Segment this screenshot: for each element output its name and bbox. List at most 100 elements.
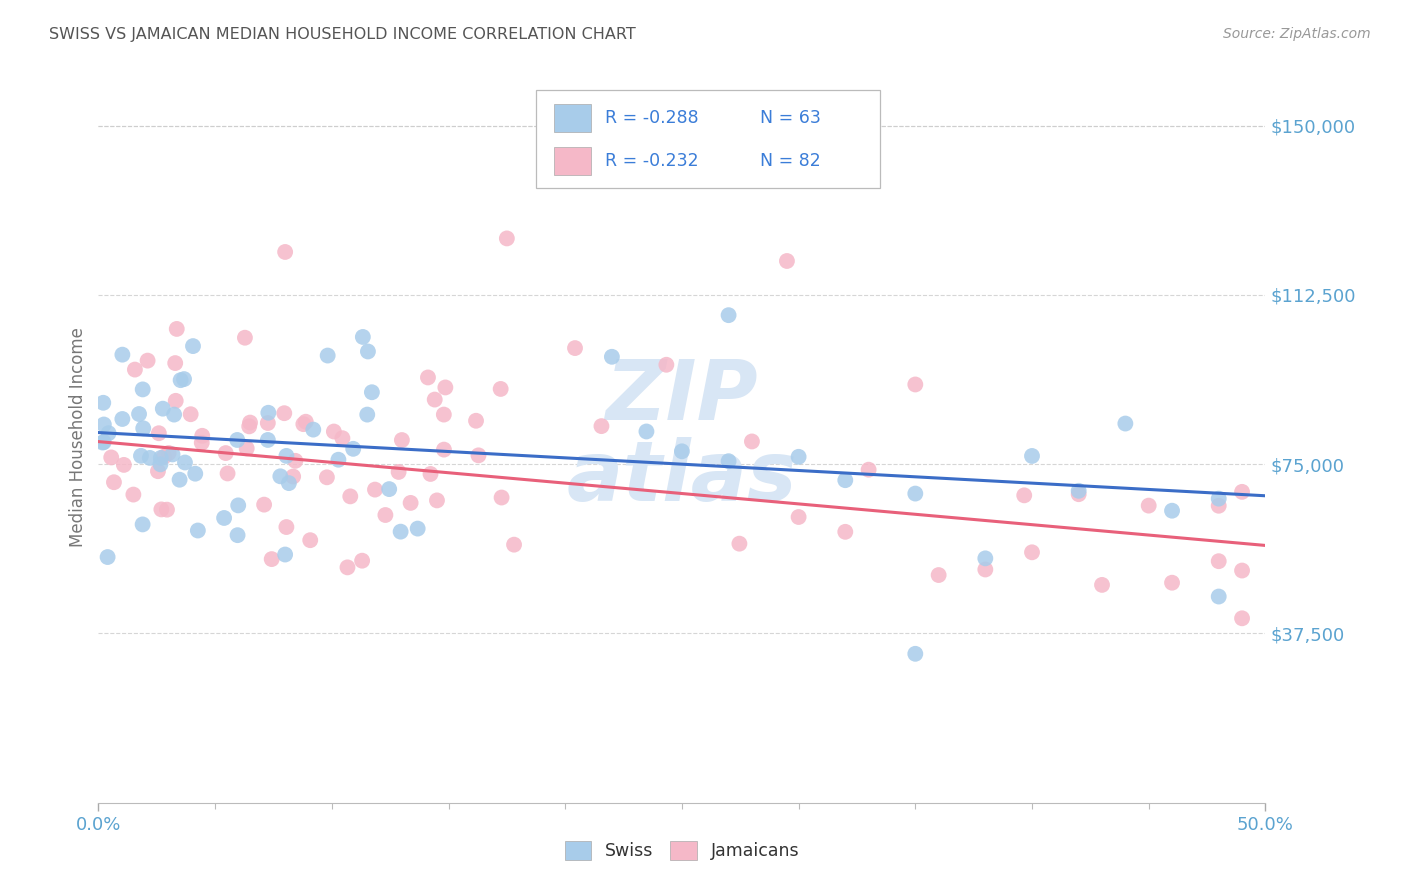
Point (128, 407, 150, 421)
Point (1208, 590, 1230, 604)
Point (284, 454, 307, 468)
Point (153, 450, 176, 464)
Point (336, 560, 359, 574)
Point (111, 412, 134, 426)
Point (152, 401, 174, 416)
Point (274, 548, 297, 562)
Point (388, 465, 411, 479)
Point (226, 499, 249, 513)
Point (316, 470, 339, 484)
Y-axis label: Median Household Income: Median Household Income (69, 327, 87, 547)
Point (256, 416, 278, 430)
Point (496, 231, 519, 245)
Point (928, 568, 950, 582)
Point (655, 358, 678, 372)
Point (169, 473, 191, 487)
Text: R = -0.288: R = -0.288 (605, 109, 699, 128)
Point (374, 508, 396, 522)
Point (433, 408, 456, 422)
Point (491, 491, 513, 505)
Point (717, 308, 740, 322)
Point (1021, 449, 1043, 463)
Point (834, 524, 856, 539)
Point (1067, 483, 1090, 498)
Point (858, 463, 880, 477)
Point (93, 435, 115, 450)
Point (215, 446, 238, 460)
Point (91, 396, 114, 410)
Point (419, 467, 441, 481)
Point (97, 426, 120, 441)
Point (273, 406, 295, 420)
Point (332, 431, 354, 445)
Point (1161, 504, 1184, 518)
Point (636, 425, 658, 439)
Point (1012, 488, 1035, 502)
Point (233, 331, 256, 345)
Point (276, 449, 298, 463)
Point (356, 408, 378, 422)
Point (156, 502, 179, 516)
Point (124, 362, 146, 376)
Point (97, 549, 120, 564)
Point (433, 442, 456, 457)
Point (364, 483, 387, 497)
Point (342, 442, 364, 456)
Point (190, 435, 212, 450)
Point (787, 510, 810, 524)
Point (146, 464, 169, 478)
Point (129, 449, 152, 463)
Point (322, 425, 344, 439)
Point (149, 450, 172, 465)
Point (352, 330, 374, 344)
Point (600, 350, 623, 364)
Point (260, 552, 283, 566)
Point (467, 448, 489, 462)
Point (1137, 499, 1160, 513)
Point (299, 533, 322, 548)
Point (162, 447, 184, 461)
Point (904, 647, 927, 661)
Point (339, 489, 361, 503)
Point (165, 356, 187, 370)
Point (302, 423, 325, 437)
Text: N = 63: N = 63 (761, 109, 821, 128)
Point (191, 429, 214, 443)
Point (132, 421, 155, 435)
Point (328, 452, 350, 467)
Point (149, 458, 172, 472)
Point (564, 341, 586, 355)
Point (1021, 545, 1043, 559)
Point (100, 450, 122, 465)
Point (1091, 578, 1114, 592)
Point (274, 244, 297, 259)
FancyBboxPatch shape (536, 90, 880, 188)
Point (238, 419, 260, 434)
Text: atlas: atlas (567, 437, 797, 518)
Point (103, 475, 125, 490)
Text: Source: ZipAtlas.com: Source: ZipAtlas.com (1223, 27, 1371, 41)
Bar (554, 104, 591, 132)
Point (316, 349, 339, 363)
Point (122, 487, 145, 501)
Point (503, 538, 526, 552)
Text: ZIP: ZIP (606, 356, 758, 437)
Point (1067, 487, 1090, 501)
Point (269, 469, 291, 483)
Point (423, 392, 446, 407)
Point (399, 496, 422, 510)
Point (184, 467, 207, 481)
Point (1208, 499, 1230, 513)
Point (1230, 484, 1253, 499)
Point (281, 469, 304, 483)
Point (1161, 575, 1184, 590)
Point (391, 433, 413, 447)
Point (1114, 417, 1136, 431)
Point (226, 433, 249, 447)
Point (163, 408, 186, 422)
Point (148, 426, 170, 441)
Point (180, 407, 202, 421)
Point (1230, 611, 1253, 625)
Point (139, 450, 162, 465)
Text: R = -0.232: R = -0.232 (605, 153, 699, 170)
